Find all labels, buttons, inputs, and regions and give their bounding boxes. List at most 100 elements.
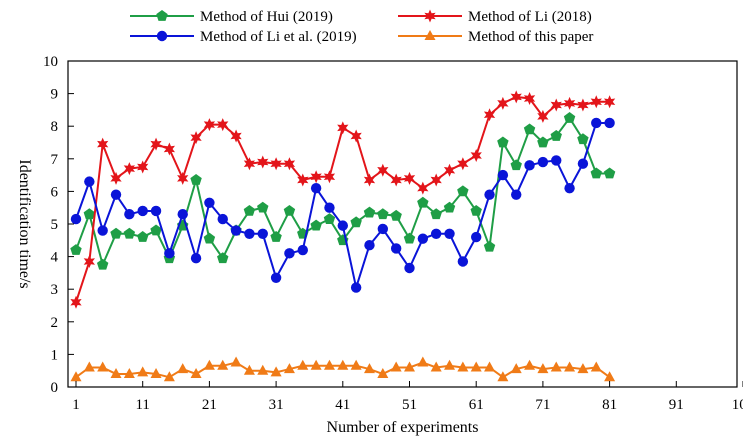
data-point bbox=[551, 155, 562, 166]
legend-marker bbox=[424, 9, 436, 23]
y-tick-label: 2 bbox=[51, 315, 59, 331]
data-point bbox=[83, 254, 95, 268]
data-point bbox=[337, 220, 348, 231]
legend-item: Method of Li (2018) bbox=[398, 9, 592, 25]
data-point bbox=[257, 155, 269, 169]
data-point bbox=[350, 282, 362, 293]
x-tick-label: 91 bbox=[669, 397, 684, 413]
data-point bbox=[243, 204, 256, 216]
data-point bbox=[444, 359, 456, 370]
data-point bbox=[110, 189, 122, 200]
data-point bbox=[523, 91, 536, 105]
data-point bbox=[136, 231, 149, 242]
data-point bbox=[70, 371, 82, 382]
data-point bbox=[590, 95, 602, 109]
data-point bbox=[443, 201, 456, 213]
data-point bbox=[577, 98, 589, 112]
x-tick-label: 31 bbox=[269, 397, 284, 413]
data-point bbox=[70, 295, 82, 309]
data-point bbox=[484, 189, 495, 200]
data-point bbox=[270, 272, 282, 283]
data-point bbox=[137, 205, 148, 217]
x-tick-label: 21 bbox=[202, 397, 217, 413]
legend-item: Method of this paper bbox=[398, 29, 593, 45]
x-tick-label: 71 bbox=[535, 397, 550, 413]
data-point bbox=[230, 356, 242, 367]
data-point bbox=[110, 227, 122, 239]
data-point bbox=[177, 363, 189, 374]
data-point bbox=[524, 359, 536, 370]
legend-marker bbox=[156, 10, 168, 21]
data-point bbox=[590, 167, 602, 179]
y-tick-label: 0 bbox=[51, 380, 59, 396]
data-point bbox=[550, 129, 562, 141]
data-point bbox=[523, 123, 536, 135]
data-point bbox=[123, 162, 135, 176]
plot-frame bbox=[67, 60, 738, 388]
data-point bbox=[577, 363, 589, 374]
data-point bbox=[97, 137, 109, 151]
data-point bbox=[497, 371, 509, 382]
data-point bbox=[257, 201, 269, 213]
data-point bbox=[537, 109, 549, 123]
data-point bbox=[363, 173, 376, 187]
legend-marker bbox=[156, 30, 168, 42]
data-point bbox=[297, 244, 308, 256]
data-point bbox=[257, 228, 268, 239]
data-point bbox=[164, 248, 175, 259]
data-point bbox=[310, 182, 322, 194]
data-point bbox=[124, 209, 135, 220]
data-point bbox=[230, 129, 242, 143]
data-point bbox=[150, 137, 162, 151]
data-point bbox=[470, 361, 482, 372]
data-point bbox=[337, 359, 349, 370]
data-point bbox=[377, 367, 389, 378]
data-point bbox=[217, 118, 229, 132]
data-point bbox=[550, 361, 562, 372]
data-point bbox=[217, 252, 229, 264]
data-point bbox=[377, 163, 389, 177]
data-point bbox=[457, 256, 469, 267]
data-point bbox=[190, 131, 202, 145]
data-point bbox=[244, 228, 255, 239]
data-point bbox=[430, 361, 442, 372]
data-point bbox=[417, 356, 429, 367]
data-point bbox=[310, 219, 322, 231]
data-point bbox=[150, 224, 162, 236]
data-point bbox=[377, 208, 389, 220]
data-point bbox=[257, 364, 269, 375]
data-point bbox=[324, 202, 335, 213]
y-tick-label: 8 bbox=[51, 119, 59, 135]
data-point bbox=[204, 197, 215, 209]
x-tick-label: 81 bbox=[602, 397, 617, 413]
x-tick-label: 51 bbox=[402, 397, 417, 413]
data-point bbox=[284, 248, 295, 259]
data-point bbox=[283, 204, 296, 216]
data-point bbox=[603, 167, 616, 179]
data-point bbox=[364, 239, 375, 251]
data-point bbox=[404, 361, 415, 372]
series-0 bbox=[70, 112, 616, 270]
data-point bbox=[377, 223, 389, 235]
data-point bbox=[563, 96, 576, 110]
data-point bbox=[83, 361, 95, 372]
data-point bbox=[70, 244, 82, 255]
data-point bbox=[150, 367, 162, 378]
data-point bbox=[163, 142, 176, 156]
x-axis: 1112131415161718191101 bbox=[72, 381, 743, 413]
data-point bbox=[457, 185, 469, 197]
data-point bbox=[150, 205, 162, 217]
data-point bbox=[243, 157, 256, 171]
data-point bbox=[604, 117, 615, 129]
data-point bbox=[350, 216, 362, 228]
legend: Method of Hui (2019) Method of Li (2018) M… bbox=[130, 9, 593, 45]
data-point bbox=[510, 159, 522, 171]
data-point bbox=[603, 95, 616, 109]
data-point bbox=[510, 363, 522, 374]
data-point bbox=[564, 361, 576, 372]
data-point bbox=[404, 262, 415, 274]
series-1 bbox=[70, 90, 616, 309]
data-point bbox=[323, 359, 335, 370]
data-point bbox=[97, 361, 109, 372]
